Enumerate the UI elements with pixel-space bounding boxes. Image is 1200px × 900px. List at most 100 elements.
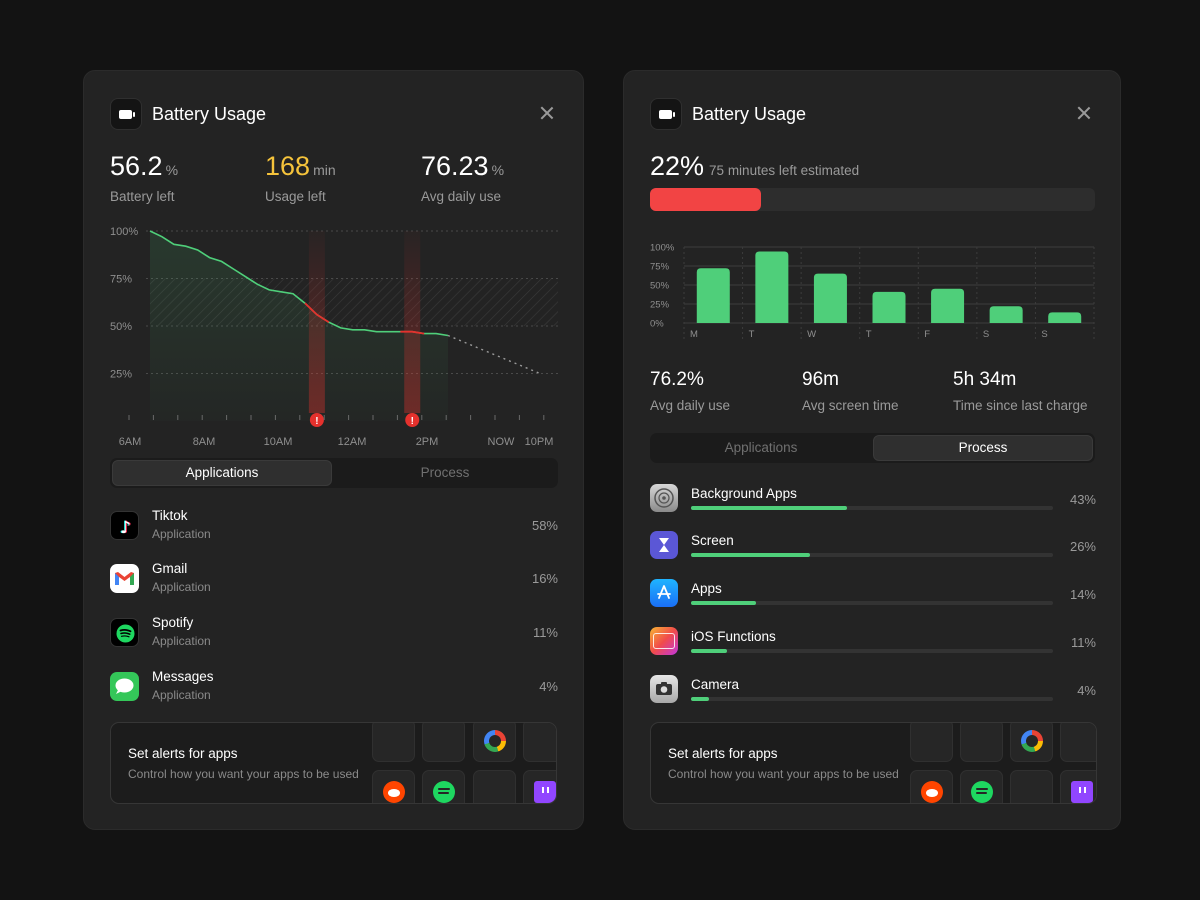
process-name: Apps xyxy=(691,581,722,596)
app-tile-twitch xyxy=(1060,770,1096,803)
battery-progress-fill xyxy=(650,188,762,211)
stat-avg-daily-use-label: Avg daily use xyxy=(421,189,502,204)
alert-card-subtitle: Control how you want your apps to be use… xyxy=(668,767,899,781)
battery-progress-bar xyxy=(650,188,1095,211)
stat-since-last-charge-label: Time since last charge xyxy=(953,398,1088,413)
x-tick-label: W xyxy=(807,329,816,340)
list-item-tiktok[interactable]: ♪ ♪ ♪ Tiktok Application 58% xyxy=(110,508,558,552)
list-item-screen[interactable]: Screen 26% xyxy=(650,531,1096,571)
gmail-icon xyxy=(110,564,139,593)
x-tick-label: 6AM xyxy=(119,436,142,446)
bar xyxy=(989,306,1023,323)
tiktok-icon: ♪ ♪ ♪ xyxy=(110,511,139,540)
process-bar-fill xyxy=(691,649,728,653)
app-name: Messages xyxy=(152,669,214,684)
reddit-icon xyxy=(921,781,943,803)
set-alerts-card[interactable]: Set alerts for apps Control how you want… xyxy=(650,722,1097,804)
app-type: Application xyxy=(152,527,211,541)
y-tick-label: 50% xyxy=(650,281,670,292)
stat-avg-screen-time: 96m xyxy=(802,369,839,390)
x-tick-label: 10AM xyxy=(264,436,293,446)
weekly-bar-chart: 100% 75% 50% 25% 0% M T W T F S S xyxy=(650,243,1095,341)
battery-usage-panel-left: Battery Usage 56.2% Battery left 168 min … xyxy=(83,70,584,830)
stat-since-last-charge: 5h 34m xyxy=(953,369,1017,390)
app-tile-empty xyxy=(372,723,415,762)
alert-card-title: Set alerts for apps xyxy=(128,746,238,761)
set-alerts-card[interactable]: Set alerts for apps Control how you want… xyxy=(110,722,557,804)
app-percent: 16% xyxy=(531,571,558,586)
app-tile-empty xyxy=(422,723,465,762)
app-type: Application xyxy=(152,634,211,648)
stat-battery-left: 56.2% xyxy=(110,151,179,181)
bar xyxy=(755,251,789,323)
spotify-icon xyxy=(110,618,139,647)
spotify-icon xyxy=(433,781,455,803)
app-tile-empty xyxy=(910,723,953,762)
google-icon xyxy=(1021,730,1043,752)
messages-icon xyxy=(110,672,139,701)
app-tile-empty xyxy=(473,770,516,803)
tab-applications[interactable]: Applications xyxy=(112,460,332,486)
x-tick-label: T xyxy=(749,329,755,340)
tab-process[interactable]: Process xyxy=(873,435,1093,461)
app-name: Tiktok xyxy=(152,508,188,523)
process-bar xyxy=(691,506,1053,510)
app-percent: 58% xyxy=(531,518,558,533)
close-icon[interactable] xyxy=(539,105,555,121)
stat-usage-left: 168 min xyxy=(265,151,336,181)
alert-icon-glyph: ! xyxy=(315,416,318,427)
twitch-icon xyxy=(1071,781,1093,803)
y-tick-label: 75% xyxy=(650,262,670,273)
process-name: iOS Functions xyxy=(691,629,776,644)
tab-applications[interactable]: Applications xyxy=(724,440,798,455)
tab-process[interactable]: Process xyxy=(420,465,470,480)
app-name: Gmail xyxy=(152,561,188,576)
battery-percent: 22% 75 minutes left estimated xyxy=(650,151,860,181)
process-percent: 4% xyxy=(1077,683,1096,698)
y-tick-label: 100% xyxy=(110,226,138,238)
app-type: Application xyxy=(152,580,211,594)
process-percent: 11% xyxy=(1070,635,1096,650)
x-tick-label: S xyxy=(1041,329,1047,340)
stat-avg-daily-use-label: Avg daily use xyxy=(650,398,731,413)
close-icon[interactable] xyxy=(1076,105,1092,121)
alert-icon-glyph: ! xyxy=(411,416,414,427)
process-name: Screen xyxy=(691,533,734,548)
app-tile-empty xyxy=(1060,723,1096,762)
app-tile-google xyxy=(1010,723,1053,762)
battery-line-chart: 100% 75% 50% 25% !! 6AM 8AM 10AM 12AM 2PM NOW 10P… xyxy=(110,226,558,446)
process-percent: 14% xyxy=(1069,587,1096,602)
list-item-ios-functions[interactable]: iOS Functions 11% xyxy=(650,627,1096,667)
process-bar-fill xyxy=(691,697,710,701)
y-tick-label: 25% xyxy=(110,369,132,381)
list-item-apps[interactable]: Apps 14% xyxy=(650,579,1096,619)
app-tile-google xyxy=(473,723,516,762)
y-tick-label: 0% xyxy=(650,319,664,330)
app-store-icon xyxy=(650,579,678,607)
svg-text:♪: ♪ xyxy=(119,518,130,538)
process-bar-fill xyxy=(691,601,757,605)
process-percent: 43% xyxy=(1069,492,1096,507)
bar xyxy=(813,273,847,323)
x-tick-label: M xyxy=(690,329,698,340)
y-tick-label: 75% xyxy=(110,274,132,286)
list-item-background-apps[interactable]: Background Apps 43% xyxy=(650,484,1096,524)
process-bar-fill xyxy=(691,506,847,510)
list-item-spotify[interactable]: Spotify Application 11% xyxy=(110,615,558,659)
process-bar xyxy=(691,697,1053,701)
alert-card-title: Set alerts for apps xyxy=(668,746,778,761)
list-item-camera[interactable]: Camera 4% xyxy=(650,675,1096,715)
x-tick-label: T xyxy=(866,329,872,340)
app-tile-empty xyxy=(1010,770,1053,803)
y-tick-label: 25% xyxy=(650,300,670,311)
stat-avg-daily-use: 76.23% xyxy=(421,151,505,181)
alert-column xyxy=(308,231,325,413)
settings-icon xyxy=(650,484,678,512)
projection-line xyxy=(447,334,541,375)
list-item-gmail[interactable]: Gmail Application 16% xyxy=(110,561,558,605)
process-name: Background Apps xyxy=(691,486,797,501)
svg-text:♪: ♪ xyxy=(120,518,131,538)
process-bar xyxy=(691,553,1053,557)
bar xyxy=(931,288,965,323)
list-item-messages[interactable]: Messages Application 4% xyxy=(110,669,558,713)
